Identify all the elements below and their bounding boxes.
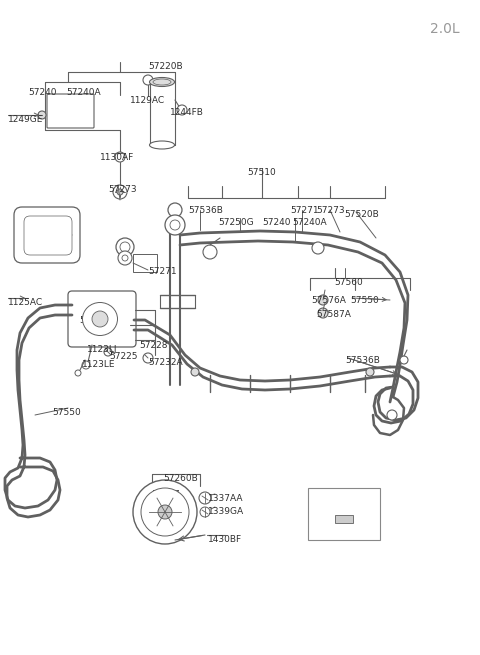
Circle shape — [165, 215, 185, 235]
Text: 57520B: 57520B — [344, 210, 379, 219]
Text: 1123LE: 1123LE — [82, 360, 116, 369]
Circle shape — [177, 105, 187, 115]
Text: 1123LJ: 1123LJ — [87, 345, 118, 354]
Text: 1249GE: 1249GE — [8, 115, 43, 124]
Ellipse shape — [149, 77, 175, 86]
Circle shape — [75, 370, 81, 376]
FancyBboxPatch shape — [68, 291, 136, 347]
Text: 2.0L: 2.0L — [430, 22, 460, 36]
Text: 57273: 57273 — [108, 185, 137, 194]
Text: 57240: 57240 — [262, 218, 290, 227]
Circle shape — [170, 220, 180, 230]
Circle shape — [104, 348, 112, 356]
Circle shape — [116, 238, 134, 256]
FancyBboxPatch shape — [24, 216, 72, 255]
Bar — [308, 488, 380, 540]
Text: 57225: 57225 — [109, 352, 137, 361]
Ellipse shape — [83, 303, 118, 335]
Circle shape — [115, 152, 125, 162]
Circle shape — [38, 111, 46, 119]
Bar — [335, 515, 353, 523]
Ellipse shape — [149, 141, 175, 149]
Text: 57510: 57510 — [247, 168, 276, 177]
Ellipse shape — [153, 79, 171, 85]
Circle shape — [92, 311, 108, 327]
Text: 57550: 57550 — [350, 296, 379, 305]
Text: 57240: 57240 — [28, 88, 57, 97]
Text: 57587A: 57587A — [316, 310, 351, 319]
Text: 1130AF: 1130AF — [100, 153, 134, 162]
Circle shape — [113, 185, 127, 199]
Circle shape — [387, 410, 397, 420]
Text: 57231: 57231 — [26, 230, 55, 239]
FancyBboxPatch shape — [47, 94, 94, 128]
Circle shape — [118, 251, 132, 265]
Circle shape — [158, 505, 172, 519]
FancyBboxPatch shape — [14, 207, 80, 263]
Text: 1129AC: 1129AC — [130, 96, 165, 105]
Circle shape — [318, 308, 328, 318]
Text: 57536B: 57536B — [188, 206, 223, 215]
Text: 1430BF: 1430BF — [208, 535, 242, 544]
Circle shape — [143, 75, 153, 85]
Circle shape — [117, 189, 123, 195]
Circle shape — [143, 353, 153, 363]
Text: 57220B: 57220B — [148, 62, 182, 71]
Text: 57240A: 57240A — [292, 218, 326, 227]
Circle shape — [120, 242, 130, 252]
Text: 57576A: 57576A — [311, 296, 346, 305]
Text: 57550: 57550 — [52, 408, 81, 417]
Text: 57227: 57227 — [79, 316, 108, 325]
Circle shape — [400, 356, 408, 364]
Circle shape — [199, 492, 211, 504]
Circle shape — [133, 480, 197, 544]
Text: 57232A: 57232A — [148, 358, 182, 367]
FancyBboxPatch shape — [133, 254, 157, 272]
Circle shape — [122, 255, 128, 261]
Circle shape — [318, 295, 328, 305]
Circle shape — [203, 245, 217, 259]
Text: 57240A: 57240A — [66, 88, 101, 97]
Text: 1244FB: 1244FB — [170, 108, 204, 117]
Text: 57260B: 57260B — [163, 474, 198, 483]
Circle shape — [191, 368, 199, 376]
Text: 1337AA: 1337AA — [208, 494, 243, 503]
Circle shape — [141, 488, 189, 536]
Circle shape — [312, 242, 324, 254]
Text: 57536B: 57536B — [345, 356, 380, 365]
Circle shape — [366, 368, 374, 376]
Text: 1125AC: 1125AC — [8, 298, 43, 307]
Text: 57273: 57273 — [316, 206, 345, 215]
Circle shape — [82, 361, 90, 369]
Text: 57271: 57271 — [290, 206, 319, 215]
Circle shape — [168, 203, 182, 217]
Text: 57250G: 57250G — [218, 218, 253, 227]
Text: 57560: 57560 — [334, 278, 363, 287]
Text: 57257: 57257 — [151, 490, 180, 499]
Text: 1339GA: 1339GA — [208, 507, 244, 516]
Text: 57228: 57228 — [139, 341, 168, 350]
Text: 57271: 57271 — [148, 267, 177, 276]
Text: 1249GB: 1249GB — [316, 492, 352, 501]
Circle shape — [200, 507, 210, 517]
